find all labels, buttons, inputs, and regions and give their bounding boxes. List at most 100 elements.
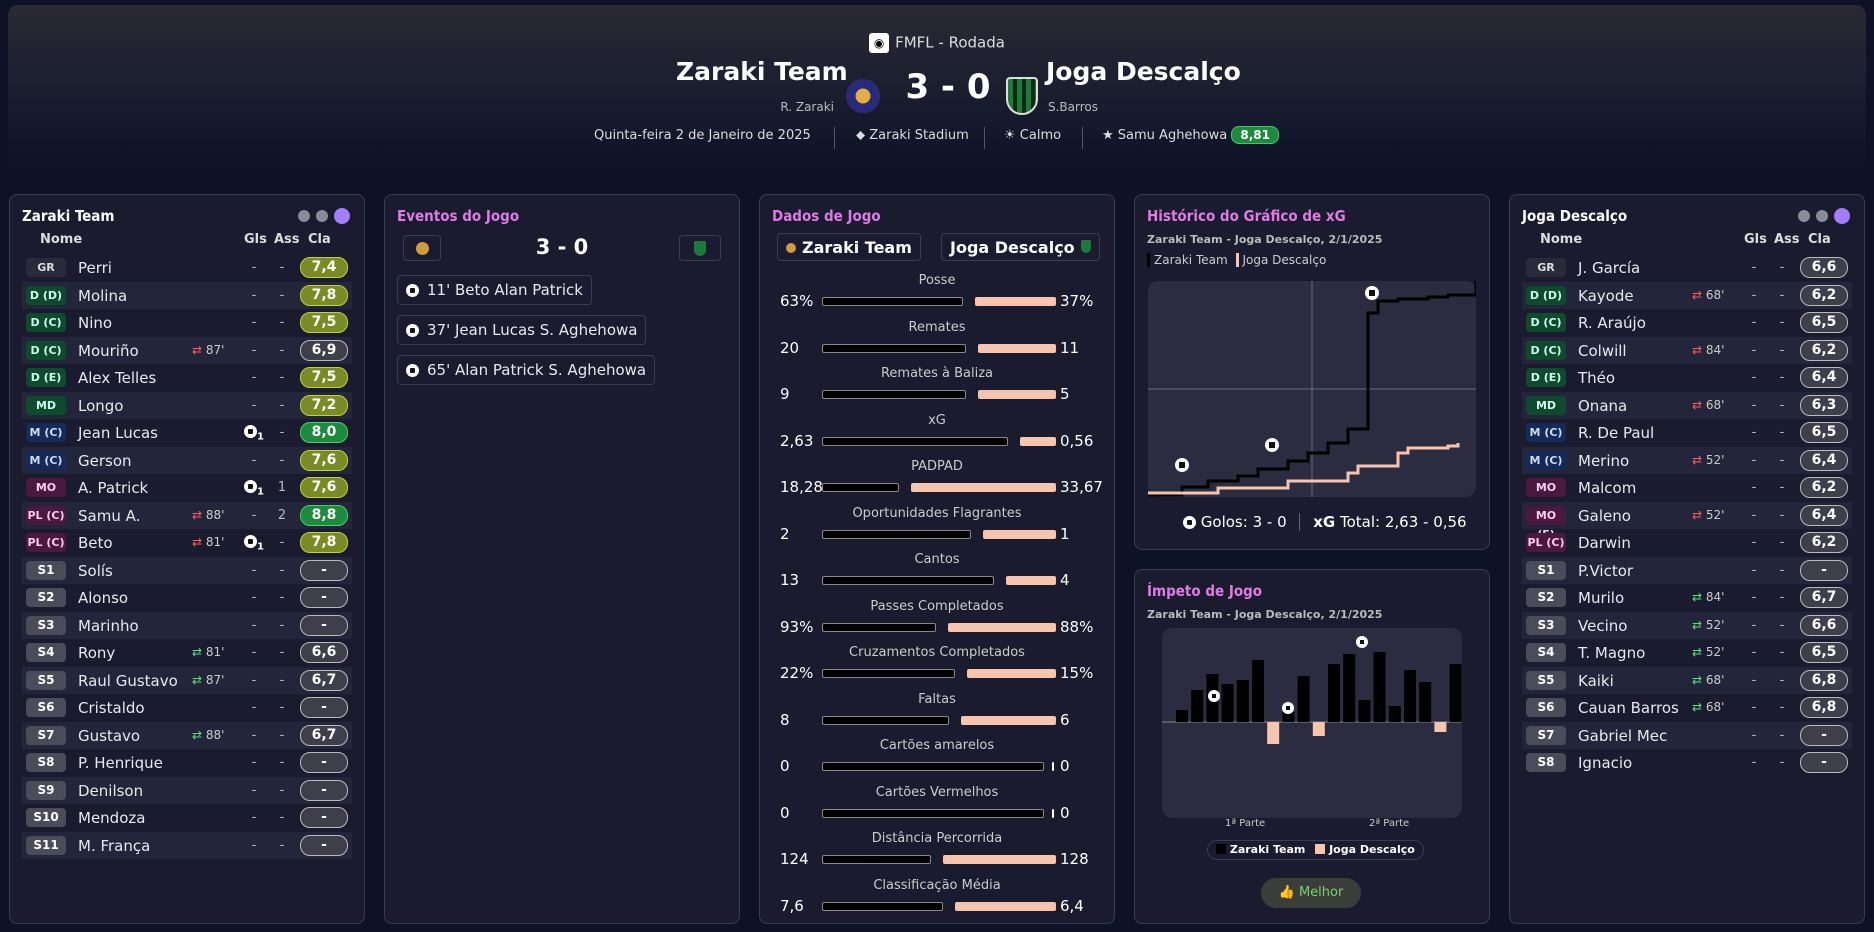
player-name[interactable]: Nino bbox=[78, 314, 113, 332]
player-row[interactable]: D (C) Colwill ⇄ 84' - -6,2 bbox=[1522, 336, 1852, 364]
away-crest-icon bbox=[694, 241, 706, 256]
player-name[interactable]: Merino bbox=[1578, 451, 1630, 470]
player-row[interactable]: S2 Alonso - - - bbox=[22, 584, 352, 611]
player-name[interactable]: P. Henrique bbox=[78, 754, 163, 772]
player-row[interactable]: S2 Murilo ⇄ 84' - -6,7 bbox=[1522, 584, 1852, 611]
view-dot-2[interactable] bbox=[1816, 210, 1828, 222]
player-name[interactable]: Colwill bbox=[1578, 341, 1627, 360]
player-row[interactable]: S1 Solís - - - bbox=[22, 556, 352, 584]
player-name[interactable]: Kayode bbox=[1578, 286, 1634, 305]
player-row[interactable]: M (C) Merino ⇄ 52' - -6,4 bbox=[1522, 446, 1852, 474]
player-row[interactable]: S8 P. Henrique - - - bbox=[22, 749, 352, 776]
player-row[interactable]: S6 Cristaldo - - - bbox=[22, 694, 352, 721]
view-dot-3[interactable] bbox=[334, 208, 350, 224]
player-name[interactable]: Beto bbox=[78, 534, 113, 552]
player-name[interactable]: Samu A. bbox=[78, 506, 141, 525]
player-row[interactable]: PL (C) Beto ⇄ 81' 1-7,8 bbox=[22, 529, 352, 556]
player-name[interactable]: Marinho bbox=[78, 616, 139, 635]
view-dot-3[interactable] bbox=[1834, 208, 1850, 224]
player-row[interactable]: D (D) Molina - -7,8 bbox=[22, 281, 352, 309]
player-name[interactable]: P.Victor bbox=[1578, 561, 1634, 580]
player-row[interactable]: MD Onana ⇄ 68' - -6,3 bbox=[1522, 391, 1852, 419]
player-row[interactable]: D (E) Théo - -6,4 bbox=[1522, 364, 1852, 391]
player-name[interactable]: Cristaldo bbox=[78, 699, 145, 717]
player-row[interactable]: M (C) Gerson - -7,6 bbox=[22, 446, 352, 474]
event-item[interactable]: 65' Alan Patrick S. Aghehowa bbox=[397, 355, 656, 385]
player-row[interactable]: PL (C) Samu A. ⇄ 88' - 2 8,8 bbox=[22, 501, 352, 529]
player-name[interactable]: M. França bbox=[78, 836, 151, 855]
player-row[interactable]: S5 Raul Gustavo ⇄ 87' - -6,7 bbox=[22, 666, 352, 694]
event-item[interactable]: 37' Jean Lucas S. Aghehowa bbox=[397, 315, 647, 345]
player-name[interactable]: Ignacio bbox=[1578, 754, 1633, 772]
player-row[interactable]: GR Perri - -7,4 bbox=[22, 254, 352, 281]
best-button[interactable]: 👍 Melhor bbox=[1261, 878, 1361, 908]
player-row[interactable]: S4 Rony ⇄ 81' - -6,6 bbox=[22, 639, 352, 666]
event-item[interactable]: 11' Beto Alan Patrick bbox=[397, 275, 592, 305]
player-name[interactable]: Mendoza bbox=[78, 809, 146, 827]
player-name[interactable]: Théo bbox=[1578, 369, 1616, 387]
player-name[interactable]: Raul Gustavo bbox=[78, 671, 178, 690]
player-name[interactable]: Galeno bbox=[1578, 506, 1631, 525]
player-name[interactable]: Murilo bbox=[1578, 589, 1625, 607]
player-name[interactable]: Gustavo bbox=[78, 726, 141, 745]
player-row[interactable]: S9 Denilson - - - bbox=[22, 776, 352, 804]
player-name[interactable]: Alex Telles bbox=[78, 369, 157, 387]
player-row[interactable]: MO (C) A. Patrick 11 7,6 bbox=[22, 474, 352, 513]
player-row[interactable]: S8 Ignacio - - - bbox=[1522, 749, 1852, 776]
player-row[interactable]: MO (D)Malcom--6,2 bbox=[1522, 474, 1852, 513]
player-name[interactable]: Alonso bbox=[78, 589, 129, 607]
player-row[interactable]: D (D) Kayode ⇄ 68' - -6,2 bbox=[1522, 281, 1852, 309]
player-name[interactable]: Malcom bbox=[1578, 479, 1637, 497]
home-team-name[interactable]: Zaraki Team bbox=[676, 57, 848, 86]
player-row[interactable]: GR J. García - -6,6 bbox=[1522, 254, 1852, 281]
player-row[interactable]: PL (C) Darwin - -6,2 bbox=[1522, 529, 1852, 556]
player-row[interactable]: S11 M. França - - - bbox=[22, 831, 352, 859]
player-name[interactable]: Vecino bbox=[1578, 616, 1628, 635]
player-row[interactable]: D (E) Alex Telles - -7,5 bbox=[22, 364, 352, 391]
view-dot-2[interactable] bbox=[316, 210, 328, 222]
player-row[interactable]: M (C) Jean Lucas 1-8,0 bbox=[22, 419, 352, 446]
player-name[interactable]: Darwin bbox=[1578, 534, 1631, 552]
player-row[interactable]: S5 Kaiki ⇄ 68' - -6,8 bbox=[1522, 666, 1852, 694]
player-name[interactable]: J. García bbox=[1578, 259, 1641, 277]
player-row[interactable]: S3 Vecino ⇄ 52' - -6,6 bbox=[1522, 611, 1852, 639]
player-row[interactable]: S3 Marinho - - - bbox=[22, 611, 352, 639]
player-row[interactable]: S7 Gabriel Mec - - - bbox=[1522, 721, 1852, 749]
player-row[interactable]: S4 T. Magno ⇄ 52' - -6,5 bbox=[1522, 639, 1852, 666]
view-dot-1[interactable] bbox=[1798, 210, 1810, 222]
player-row[interactable]: S10 Mendoza - - - bbox=[22, 804, 352, 831]
player-name[interactable]: A. Patrick bbox=[78, 479, 149, 497]
player-name[interactable]: Mouriño bbox=[78, 341, 139, 360]
player-name[interactable]: Gabriel Mec bbox=[1578, 726, 1668, 745]
rating-badge: - bbox=[300, 559, 348, 581]
player-name[interactable]: Onana bbox=[1578, 396, 1628, 415]
player-name[interactable]: Jean Lucas bbox=[78, 424, 158, 442]
player-name[interactable]: Gerson bbox=[78, 451, 132, 470]
player-row[interactable]: D (C) Mouriño ⇄ 87' - -6,9 bbox=[22, 336, 352, 364]
player-name[interactable]: Longo bbox=[78, 396, 124, 415]
view-dot-1[interactable] bbox=[298, 210, 310, 222]
stats-away-team[interactable]: Joga Descalço bbox=[941, 233, 1100, 261]
player-name[interactable]: Cauan Barros bbox=[1578, 699, 1679, 717]
player-name[interactable]: R. De Paul bbox=[1578, 424, 1655, 442]
player-name[interactable]: Rony bbox=[78, 644, 116, 662]
player-name[interactable]: Denilson bbox=[78, 781, 144, 800]
player-name[interactable]: T. Magno bbox=[1578, 644, 1646, 662]
player-row[interactable]: MO (E)Galeno⇄ 52'--6,4 bbox=[1522, 501, 1852, 541]
player-row[interactable]: S7 Gustavo ⇄ 88' - -6,7 bbox=[22, 721, 352, 749]
player-row[interactable]: S6 Cauan Barros ⇄ 68' - -6,8 bbox=[1522, 694, 1852, 721]
stats-home-team[interactable]: Zaraki Team bbox=[777, 233, 921, 261]
away-team-name[interactable]: Joga Descalço bbox=[1046, 57, 1241, 86]
player-name[interactable]: Molina bbox=[78, 286, 128, 305]
assists-cell: - bbox=[279, 672, 285, 688]
player-name[interactable]: R. Araújo bbox=[1578, 314, 1646, 332]
player-row[interactable]: M (C) R. De Paul - -6,5 bbox=[1522, 419, 1852, 446]
player-name[interactable]: Kaiki bbox=[1578, 671, 1614, 690]
player-row[interactable]: S1 P.Victor - - - bbox=[1522, 556, 1852, 584]
player-row[interactable]: MD Longo - -7,2 bbox=[22, 391, 352, 419]
player-name[interactable]: Perri bbox=[78, 259, 112, 277]
assists-cell: - bbox=[1779, 342, 1785, 358]
player-row[interactable]: D (C) R. Araújo - -6,5 bbox=[1522, 309, 1852, 336]
player-row[interactable]: D (C) Nino - -7,5 bbox=[22, 309, 352, 336]
player-name[interactable]: Solís bbox=[78, 561, 113, 580]
